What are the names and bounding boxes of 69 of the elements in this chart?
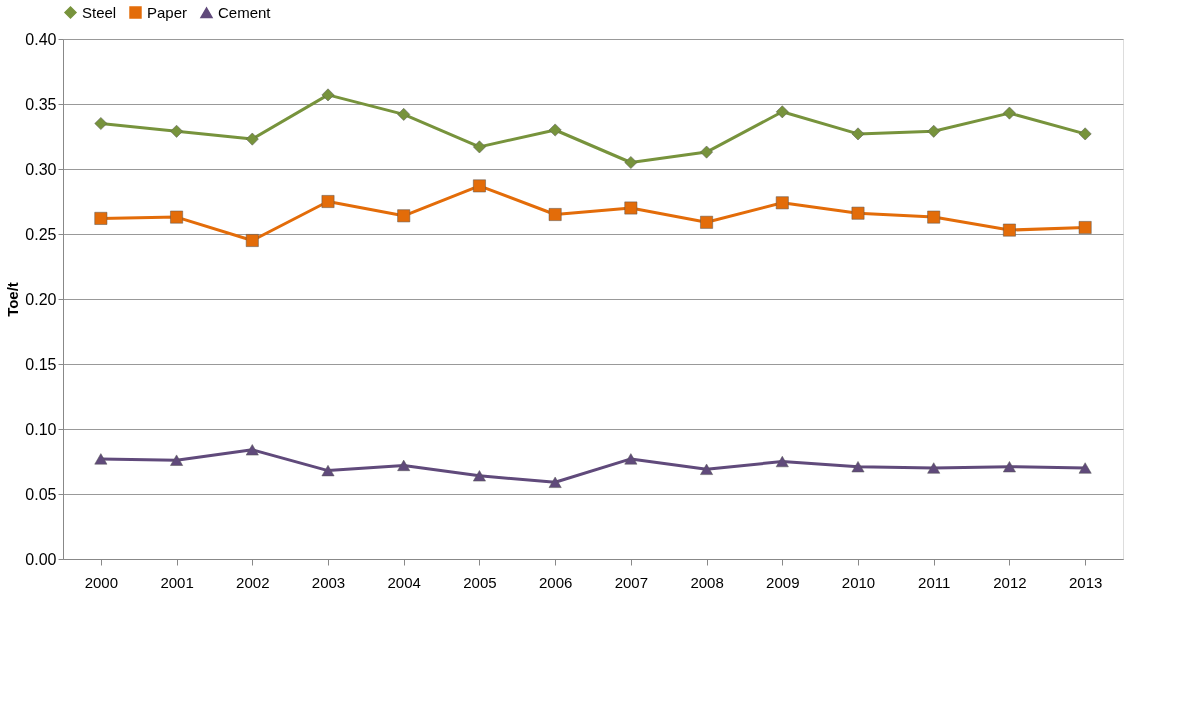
point [94,212,108,225]
legend-label: Paper [147,3,188,21]
point [397,108,411,121]
point [170,124,183,138]
x-tick-label: 2007 [614,573,649,591]
x-tick-label: 2005 [463,573,497,591]
point [927,124,941,138]
y-tick-label: 0.30 [25,160,57,178]
point [321,465,335,477]
x-tick-label: 2001 [160,573,194,591]
point [548,208,562,221]
x-tick-label: 2008 [690,573,724,591]
y-tick-label: 0.35 [25,95,57,113]
point [548,476,562,488]
point [851,127,865,141]
x-tick-label: 2003 [311,573,346,591]
point [170,454,183,466]
point [775,455,789,468]
point [851,461,865,473]
point [473,179,486,193]
x-tick-label: 2006 [538,573,573,591]
y-tick-label: 0.20 [25,290,57,308]
point [624,453,638,465]
y-axis-title: Toe/t [4,282,22,317]
point [321,88,335,102]
point [927,210,941,224]
legend-label: Steel [82,3,117,21]
y-tick-label: 0.05 [25,485,57,503]
point [170,210,183,224]
x-tick-label: 2004 [387,573,421,591]
point [851,206,865,220]
point [321,195,335,208]
point [1078,462,1092,474]
x-tick-label: 2000 [84,573,119,591]
point [1078,127,1092,141]
legend-label: Cement [218,3,272,21]
point [473,470,486,482]
point [245,234,259,247]
x-tick-label: 2002 [236,573,270,591]
point [473,140,486,154]
point [397,459,411,471]
y-tick-label: 0.10 [25,420,57,438]
point [700,463,713,475]
point [548,123,562,137]
point [245,444,259,456]
point [94,117,108,130]
x-tick-label: 2013 [1068,573,1103,591]
y-tick-label: 0.40 [25,30,57,48]
point [624,201,638,215]
point [397,209,411,223]
x-tick-label: 2009 [766,573,800,591]
point [1078,221,1092,234]
point [700,215,713,229]
point [94,453,108,465]
point [1003,106,1016,120]
x-tick-label: 2011 [918,573,951,591]
point [1003,461,1016,473]
point [775,196,789,210]
point [927,462,941,474]
x-tick-label: 2010 [841,573,876,591]
point [775,105,789,119]
y-tick-label: 0.00 [25,550,57,568]
point [1003,223,1016,237]
y-tick-label: 0.15 [25,355,57,373]
y-tick-label: 0.25 [25,225,57,243]
point [624,156,638,169]
x-tick-label: 2012 [993,573,1027,591]
point [700,145,713,159]
point [245,132,259,146]
